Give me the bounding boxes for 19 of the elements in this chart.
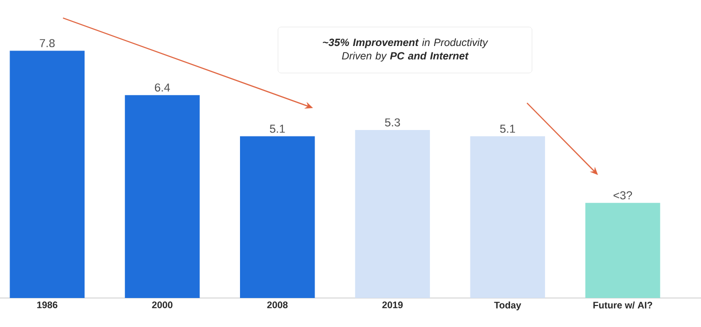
text: ~35% Improvement in Productivity Driven by PC and Internet: [322, 38, 488, 62]
x-tick-label: 2019: [382, 302, 403, 308]
bar: [355, 130, 430, 298]
bar: [470, 136, 546, 298]
x-tick-label: 2008: [267, 302, 288, 308]
x-tick-label: 2000: [152, 302, 172, 308]
bar: [240, 136, 315, 298]
data-label: 6.4: [154, 83, 170, 92]
bar: [585, 202, 660, 298]
bar: [10, 50, 85, 298]
x-tick-label: 1986: [37, 302, 58, 308]
x-tick-label: Today: [494, 302, 522, 310]
data-label: 5.1: [500, 124, 516, 133]
data-label: 5.3: [385, 118, 400, 126]
data-label: <3?: [614, 191, 632, 200]
x-tick-label: Future w/ AI?: [593, 302, 652, 309]
data-label: 7.8: [40, 39, 55, 48]
data-label: 5.1: [270, 124, 285, 133]
bar: [124, 95, 200, 298]
